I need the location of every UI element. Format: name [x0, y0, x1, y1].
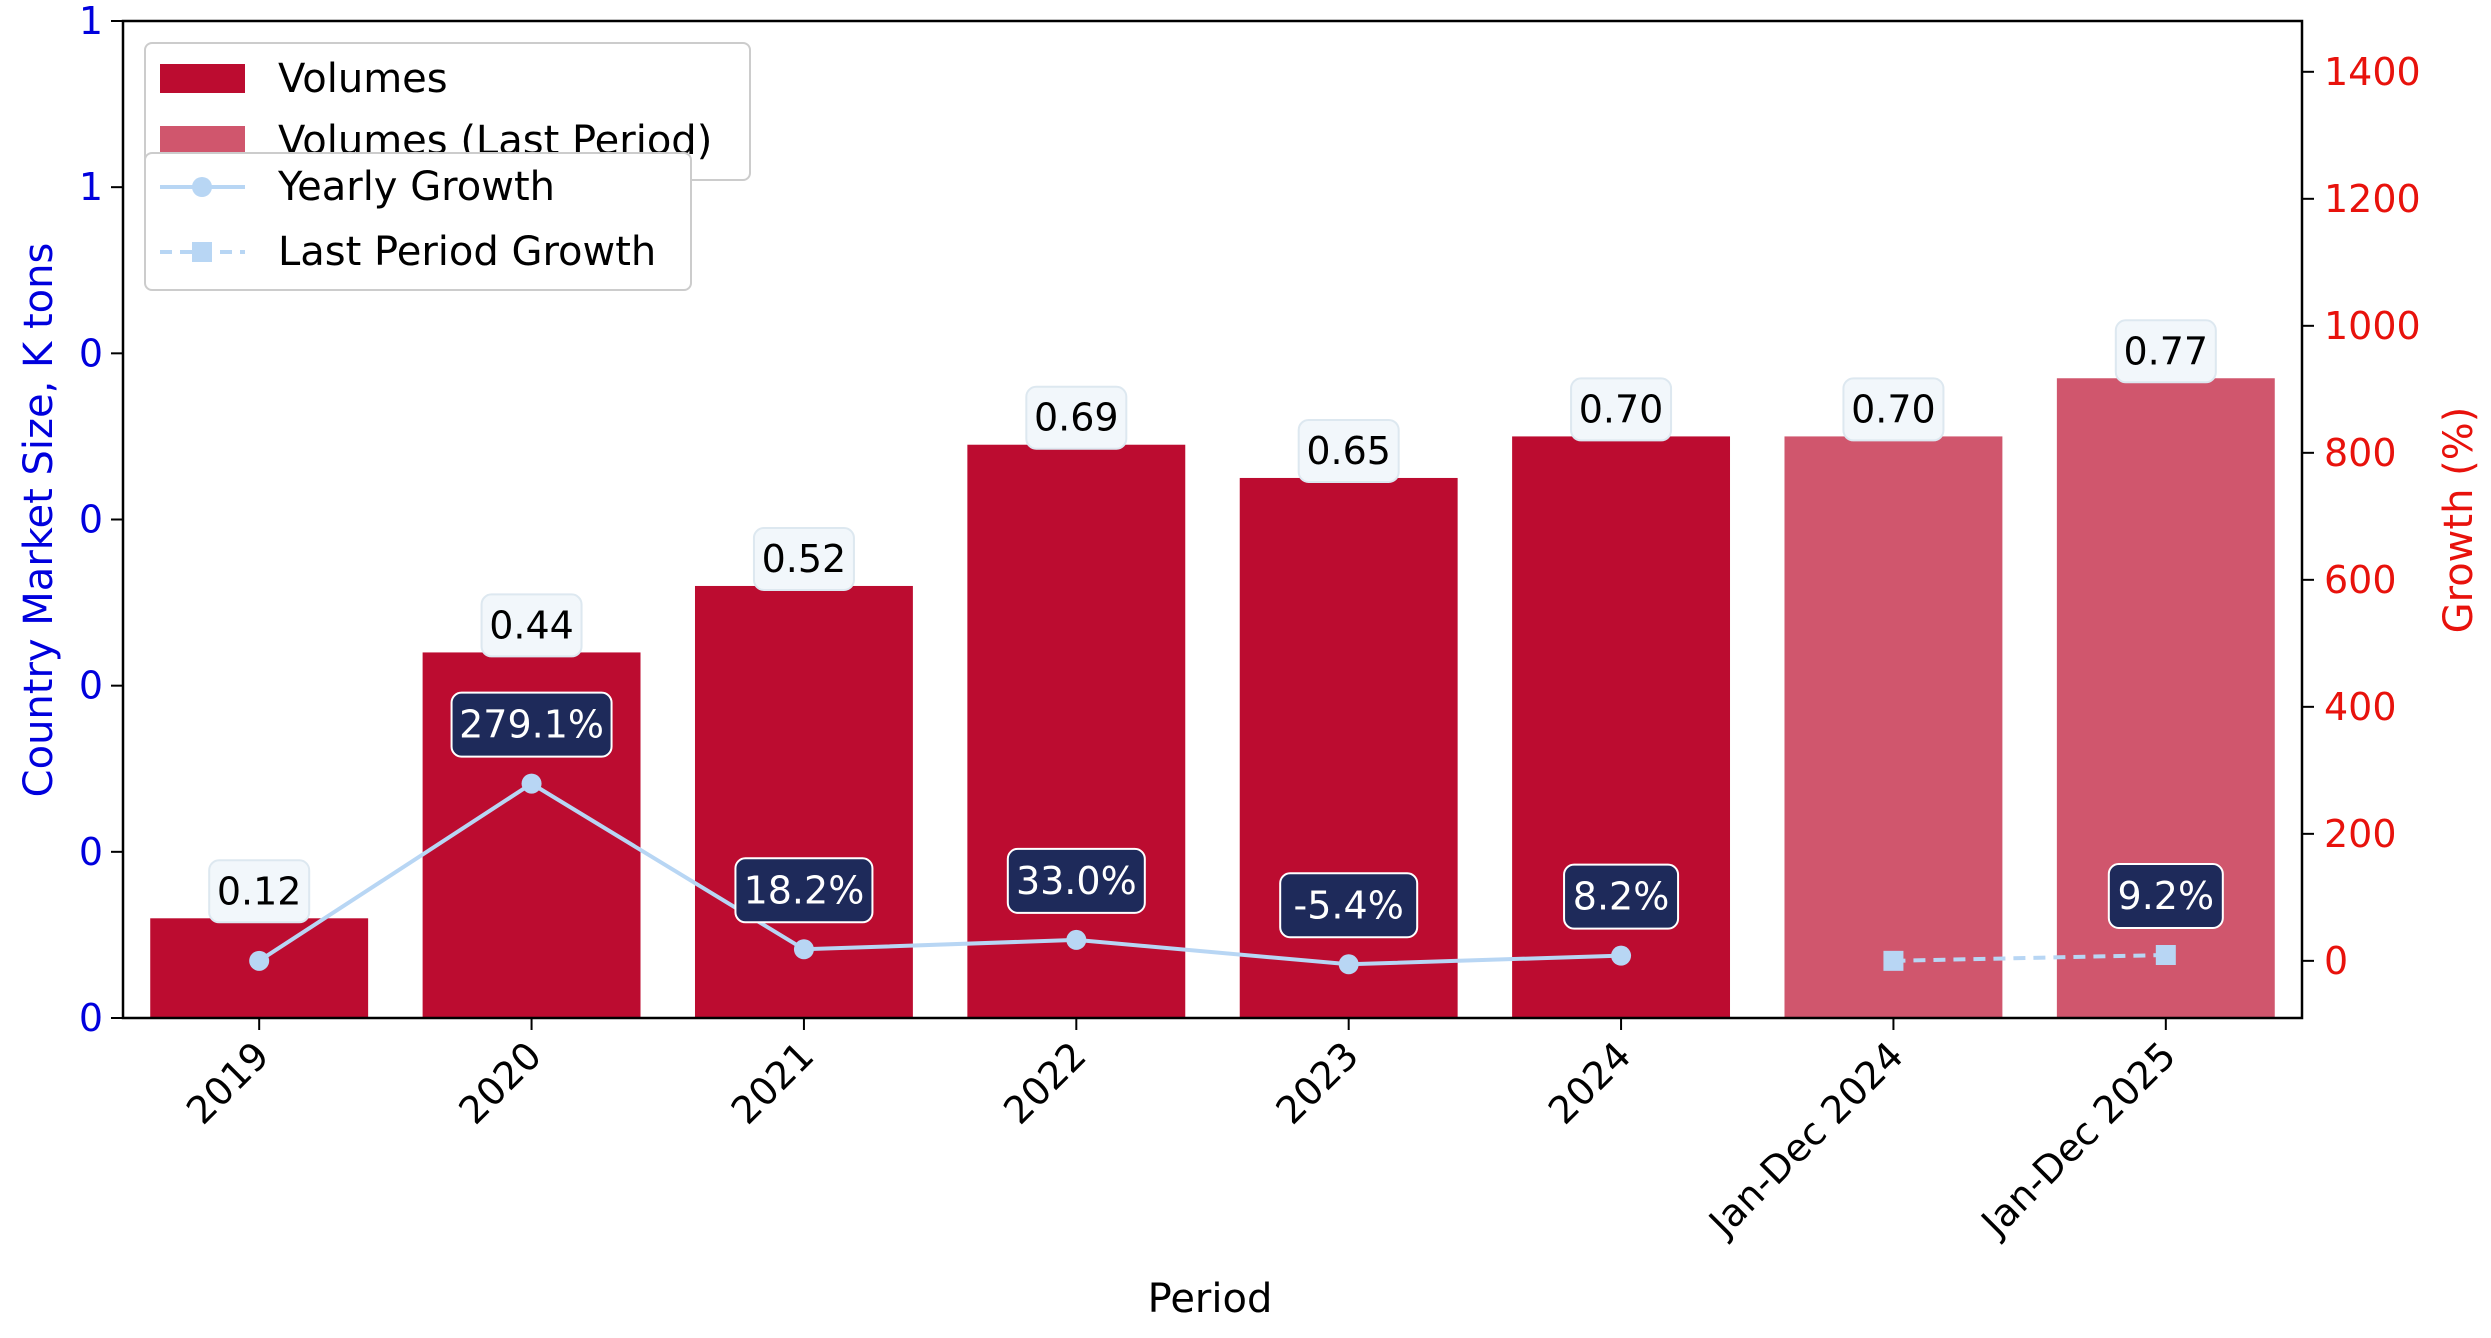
x-tick-label: 2019: [178, 1033, 278, 1133]
growth-label: 279.1%: [459, 703, 604, 747]
x-tick-label: Jan-Dec 2024: [1699, 1033, 1912, 1246]
legend-frame: [144, 152, 692, 291]
growth-label: 33.0%: [1016, 859, 1137, 903]
y2-axis-title: Growth (%): [2436, 407, 2482, 634]
growth-point: [1338, 954, 1359, 975]
growth-point: [1066, 929, 1087, 950]
growth-label-box: [1563, 863, 1680, 930]
legend-label-volumes: Volumes: [278, 56, 448, 102]
x-axis-title: Period: [1148, 1276, 1273, 1322]
y2-tick-label: 800: [2324, 431, 2397, 475]
growth-label-box: [1279, 872, 1419, 939]
growth-point: [793, 939, 814, 960]
growth-label-box: [734, 857, 874, 924]
volume-label-box: [2114, 319, 2217, 384]
growth-label: 9.2%: [2118, 874, 2215, 918]
growth-point: [521, 773, 542, 794]
legend-volumes: Volumes Volumes (Last Period): [144, 42, 751, 181]
growth-lines: [249, 773, 2176, 975]
data-labels: 0.12 0.44 0.52 0.69 0.65 0.70 0.70 0.77 279.1% 18…: [208, 319, 2224, 939]
y-tick-label: 0: [79, 498, 103, 542]
volume-label-box: [208, 859, 311, 924]
legend-label-last-period-growth: Last Period Growth: [278, 229, 656, 275]
legend-label-yearly-growth: Yearly Growth: [277, 164, 555, 210]
y2-tick-label: 1200: [2324, 177, 2421, 221]
bar: [1512, 436, 1731, 1019]
y-tick-label: 0: [79, 830, 103, 874]
legend-swatch-volumes: [160, 64, 245, 93]
y-axis-title: Country Market Size, K tons: [16, 243, 62, 798]
y2-tick-label: 0: [2324, 939, 2348, 983]
growth-label: -5.4%: [1294, 883, 1404, 927]
volume-label-box: [1570, 377, 1673, 442]
growth-label-box: [1006, 847, 1146, 914]
x-tick-label: 2024: [1540, 1033, 1640, 1133]
volume-label-box: [1842, 377, 1945, 442]
volume-label: 0.69: [1034, 396, 1119, 440]
growth-point: [2155, 945, 2176, 966]
legend-marker-yearly-growth: [192, 177, 212, 197]
legend-growth: Yearly Growth Last Period Growth: [144, 152, 692, 291]
x-tick-label: 2022: [995, 1033, 1095, 1133]
volume-label: 0.65: [1306, 429, 1391, 473]
bar: [967, 444, 1186, 1019]
y2-tick-label: 600: [2324, 558, 2397, 602]
x-tick-label: Jan-Dec 2025: [1972, 1033, 2185, 1246]
growth-point: [1611, 945, 1632, 966]
volume-label: 0.70: [1851, 387, 1936, 431]
volume-label: 0.12: [217, 869, 302, 913]
bar: [1784, 436, 2003, 1019]
growth-line: [1893, 953, 2166, 963]
volume-label: 0.44: [489, 603, 574, 647]
x-tick-label: 2020: [450, 1033, 550, 1133]
growth-line: [258, 781, 1622, 967]
x-tick-label: 2021: [723, 1033, 823, 1133]
legend-marker-last-period-growth: [192, 242, 212, 262]
legend-swatch-volumes-last-period: [160, 126, 245, 155]
y-tick-label: 0: [79, 331, 103, 375]
growth-label: 8.2%: [1573, 875, 1670, 919]
growth-point: [249, 950, 270, 971]
y2-tick-label: 200: [2324, 812, 2397, 856]
y2-tick-label: 400: [2324, 685, 2397, 729]
y-tick-label: 1: [79, 165, 103, 209]
volume-label: 0.77: [2124, 329, 2209, 373]
y-tick-label: 0: [79, 664, 103, 708]
volume-label-box: [1025, 385, 1128, 450]
volume-label: 0.52: [762, 537, 847, 581]
y2-tick-label: 1400: [2324, 50, 2421, 94]
growth-label-box: [2107, 863, 2224, 930]
growth-point: [1883, 950, 1904, 971]
y-tick-label: 0: [79, 996, 103, 1040]
volume-label-box: [480, 593, 583, 658]
x-tick-label: 2023: [1268, 1033, 1368, 1133]
volume-label-box: [752, 526, 855, 591]
growth-label-box: [450, 691, 613, 758]
y2-tick-label: 1000: [2324, 304, 2421, 348]
y-tick-label: 1: [79, 0, 103, 43]
volume-label-box: [1297, 418, 1400, 483]
volume-label: 0.70: [1579, 387, 1664, 431]
growth-label: 18.2%: [744, 868, 865, 912]
